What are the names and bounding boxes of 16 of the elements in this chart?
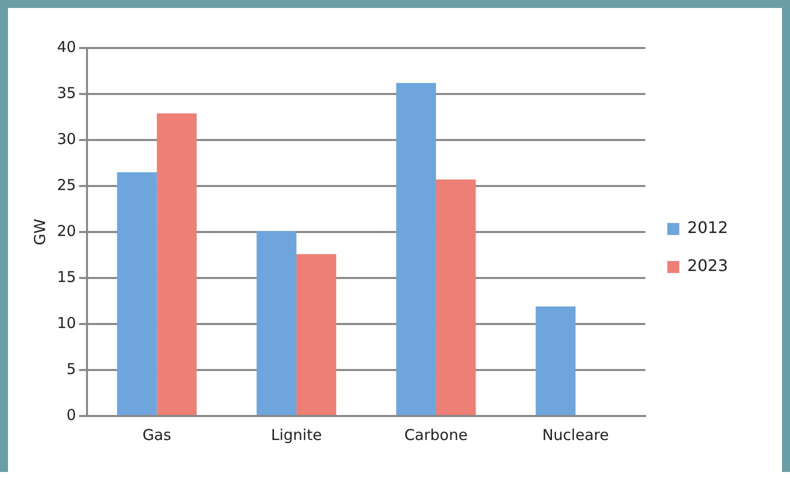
y-tick-label: 15 [56, 268, 76, 286]
y-tick-label: 25 [56, 176, 76, 194]
x-tick-label: Carbone [404, 426, 468, 444]
x-tick-label: Lignite [270, 426, 322, 444]
legend-label: 2012 [687, 218, 728, 238]
y-tick-label: 0 [66, 406, 76, 424]
y-tick-label: 35 [56, 84, 76, 102]
y-tick-label: 30 [56, 130, 76, 148]
y-tick-label: 20 [56, 222, 76, 240]
x-tick-label: Gas [142, 426, 172, 444]
y-tick-label: 10 [56, 314, 76, 332]
x-tick-label: Nucleare [542, 426, 609, 444]
y-tick-label: 40 [56, 38, 76, 56]
y-tick-label: 5 [66, 360, 76, 378]
legend-label: 2023 [687, 256, 728, 276]
y-axis-title: GW [30, 218, 49, 246]
